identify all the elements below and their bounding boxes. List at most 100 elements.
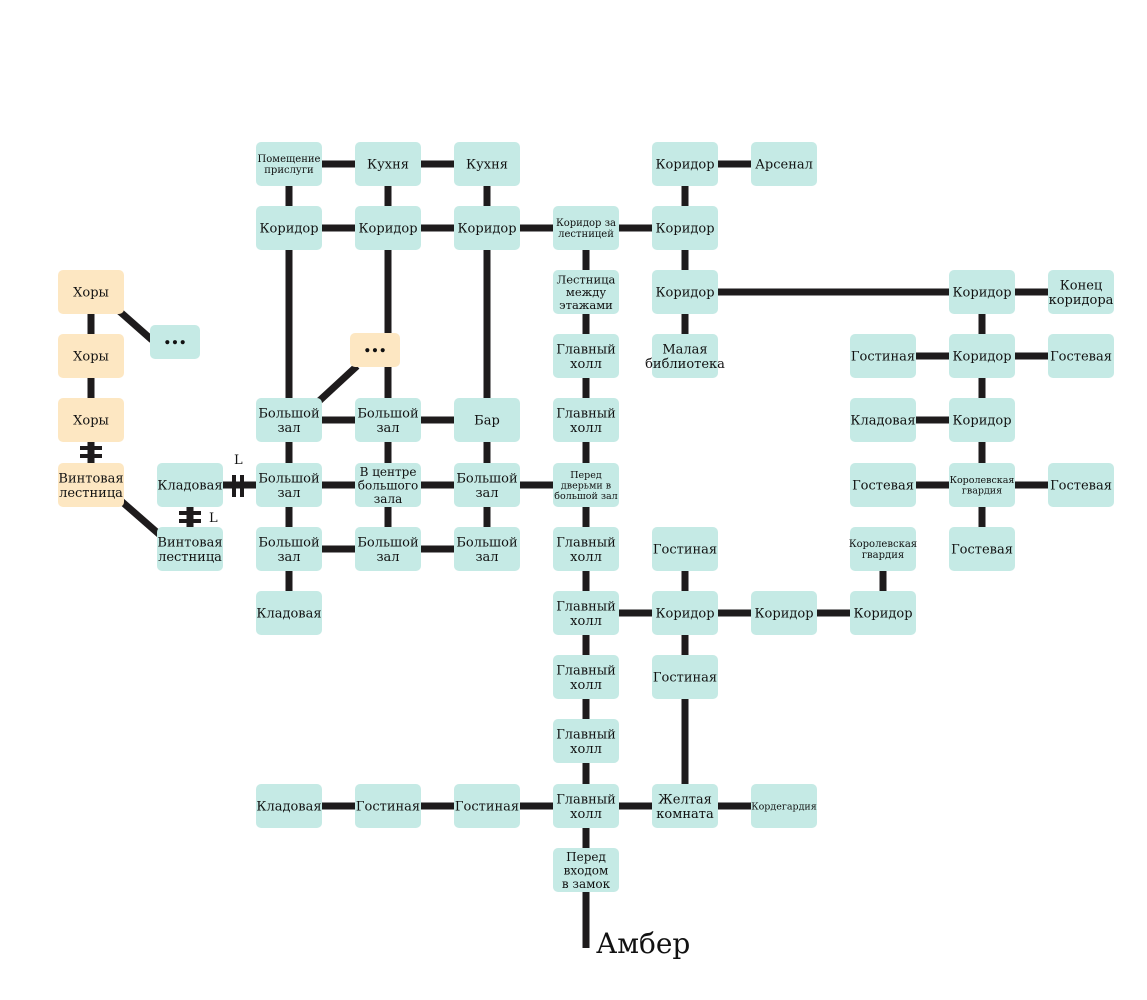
room-label: Главный — [556, 342, 616, 357]
room-label: Кладовая — [850, 414, 915, 429]
room-label: зал — [475, 486, 498, 501]
room-corr_s1: Коридор — [652, 591, 718, 635]
exit-label: Амбер — [596, 927, 690, 960]
room-box — [355, 463, 421, 507]
room-label: Гостиная — [851, 350, 915, 365]
room-box — [850, 463, 916, 507]
room-label: Коридор за — [556, 218, 616, 229]
room-kitchen2: Кухня — [454, 142, 520, 186]
room-box — [850, 591, 916, 635]
room-box — [553, 270, 619, 314]
room-label: Желтая — [658, 792, 712, 807]
room-guest1: Гостевая — [1048, 334, 1114, 378]
room-box — [652, 142, 718, 186]
room-arsenal: Арсенал — [751, 142, 817, 186]
room-choir1: Хоры — [58, 270, 124, 314]
room-box — [751, 591, 817, 635]
room-label: Большой — [456, 471, 517, 486]
room-label: Кладовая — [256, 800, 321, 815]
room-storage_w: Кладовая — [157, 463, 223, 507]
room-box — [454, 463, 520, 507]
room-kitchen1: Кухня — [355, 142, 421, 186]
room-living_e: Гостиная — [850, 334, 916, 378]
room-box — [850, 527, 916, 571]
room-box — [355, 142, 421, 186]
room-box — [454, 527, 520, 571]
room-corr_east: Коридор — [652, 270, 718, 314]
room-label: Перед — [570, 470, 602, 481]
room-box — [553, 719, 619, 763]
room-label: комната — [656, 807, 714, 822]
room-box — [454, 784, 520, 828]
room-label: лестницей — [558, 229, 614, 240]
room-label: Кухня — [367, 158, 409, 173]
room-label: большой зал — [554, 491, 617, 502]
room-box — [949, 463, 1015, 507]
room-label: зал — [277, 486, 300, 501]
room-label: Королевская — [950, 475, 1015, 486]
room-box — [150, 325, 200, 359]
room-label: прислуги — [264, 165, 314, 176]
room-label: дверьми в — [561, 480, 611, 491]
room-guest3: Гостевая — [1048, 463, 1114, 507]
room-box — [553, 463, 619, 507]
room-box — [553, 591, 619, 635]
room-corr_s2: Коридор — [751, 591, 817, 635]
room-label: Хоры — [73, 414, 109, 429]
room-label: Коридор — [952, 286, 1011, 301]
room-label: холл — [570, 357, 602, 372]
room-label: гвардия — [862, 550, 904, 561]
room-storage_sw: Кладовая — [256, 591, 322, 635]
room-living2: Гостиная — [652, 655, 718, 699]
room-corr_e3: Коридор — [949, 398, 1015, 442]
room-corr_b: Коридор — [355, 206, 421, 250]
room-label: Малая — [662, 342, 707, 357]
room-label: зал — [475, 550, 498, 565]
room-box — [355, 398, 421, 442]
room-label: Помещение — [258, 154, 321, 165]
room-label: Коридор — [655, 222, 714, 237]
room-label: Коридор — [655, 286, 714, 301]
marker-label-l-1: L — [234, 453, 243, 468]
room-box — [553, 848, 619, 892]
room-box — [355, 527, 421, 571]
room-label: Хоры — [73, 350, 109, 365]
room-box — [553, 398, 619, 442]
room-label: Коридор — [952, 414, 1011, 429]
room-label: Кладовая — [256, 607, 321, 622]
room-label: Гостиная — [653, 543, 717, 558]
room-label: Главный — [556, 406, 616, 421]
room-ellipsis2: ... — [350, 332, 400, 367]
room-corr_e2: Коридор — [949, 334, 1015, 378]
room-label: зала — [374, 492, 402, 506]
room-box — [850, 398, 916, 442]
door-markers: LL — [80, 446, 244, 526]
room-corr_s3: Коридор — [850, 591, 916, 635]
room-label: лестница — [158, 550, 222, 565]
room-corr_mid: Коридор — [652, 206, 718, 250]
room-box — [652, 206, 718, 250]
room-box — [652, 655, 718, 699]
room-label: Хоры — [73, 286, 109, 301]
room-label: Коридор — [457, 222, 516, 237]
room-choir3: Хоры — [58, 398, 124, 442]
room-box — [454, 206, 520, 250]
room-box — [256, 206, 322, 250]
room-box — [751, 784, 817, 828]
room-box — [454, 398, 520, 442]
